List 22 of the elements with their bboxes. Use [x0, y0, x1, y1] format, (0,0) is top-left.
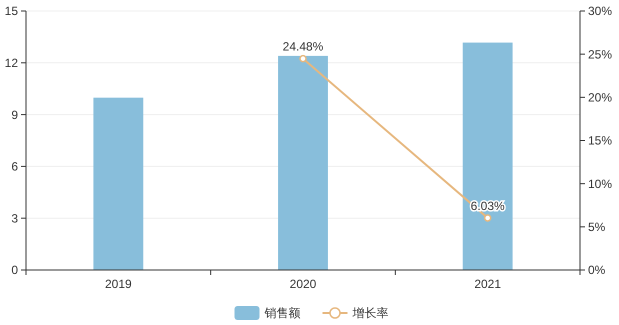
x-tick-label: 2019 [104, 277, 132, 291]
legend-label: 增长率 [352, 306, 388, 320]
y-tick-label: 6 [11, 160, 18, 174]
legend-label: 销售额 [264, 306, 300, 320]
y-tick-label: 3 [11, 211, 18, 226]
y2-tick-label: 30% [588, 4, 612, 18]
y-tick-label: 9 [11, 108, 18, 122]
y2-tick-label: 0% [588, 263, 606, 278]
y-tick-label: 0 [11, 263, 18, 278]
bar [278, 56, 328, 270]
x-tick-label: 2020 [290, 277, 317, 291]
y2-tick-label: 15% [588, 134, 612, 148]
y2-tick-label: 20% [588, 90, 612, 105]
y-tick-label: 15 [4, 4, 18, 18]
y2-tick-label: 10% [588, 176, 612, 191]
bar [93, 98, 144, 270]
bar [462, 42, 513, 270]
y2-tick-label: 25% [588, 47, 612, 62]
x-tick-label: 2021 [474, 277, 502, 291]
y-tick-label: 12 [4, 56, 18, 70]
y2-tick-label: 5% [588, 220, 606, 234]
data-label: 24.48% [282, 40, 324, 54]
